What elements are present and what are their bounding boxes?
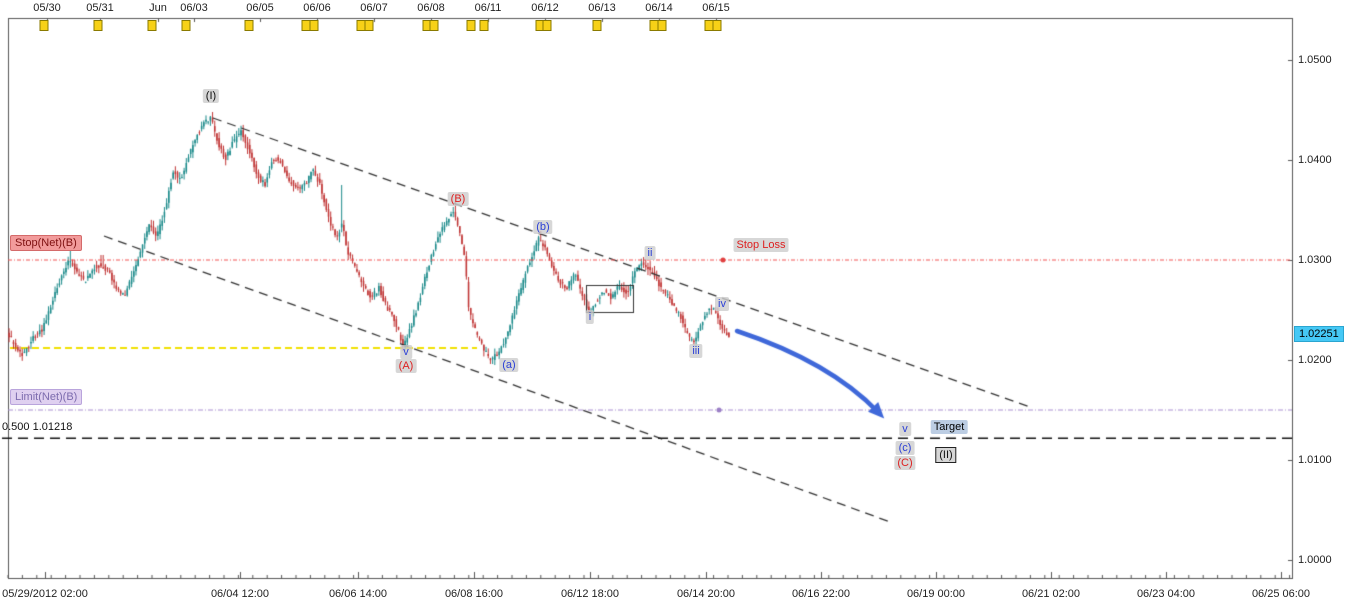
fib-level-label: 0.500 1.01218 xyxy=(2,421,73,433)
current-price-badge: 1.02251 xyxy=(1294,326,1344,342)
stop-order-badge[interactable]: Stop(Net)(B) xyxy=(10,235,82,251)
limit-order-badge[interactable]: Limit(Net)(B) xyxy=(10,389,83,405)
